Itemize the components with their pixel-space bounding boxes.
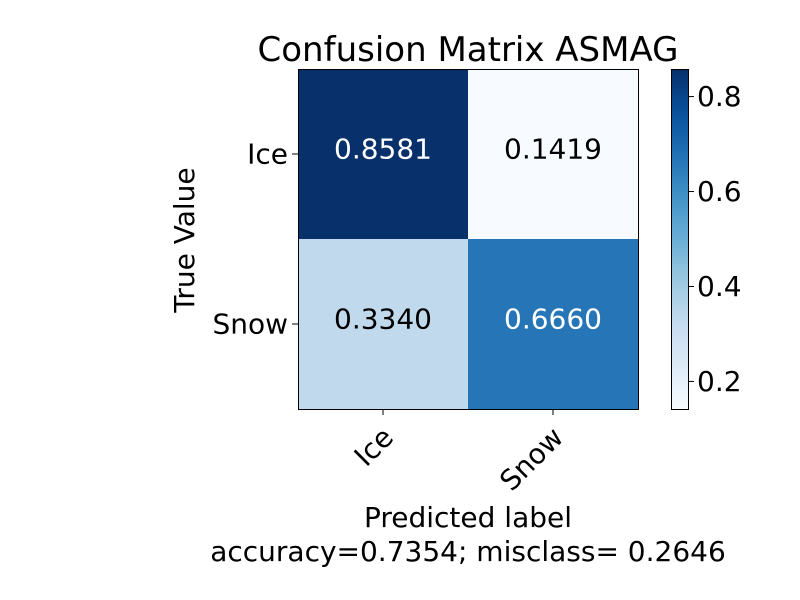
accuracy-footer: accuracy=0.7354; misclass= 0.2646 — [210, 535, 726, 568]
heatmap-cell — [468, 239, 639, 410]
colorbar-ticks: 0.2 0.4 0.6 0.8 — [688, 80, 742, 398]
heatmap-cells — [298, 69, 639, 410]
cell-value-label: 0.6660 — [504, 303, 602, 336]
cell-value-label: 0.8581 — [334, 133, 432, 166]
colorbar-tick-label: 0.8 — [697, 80, 742, 113]
x-tick-label: Snow — [493, 421, 570, 498]
cell-labels: 0.8581 0.1419 0.3340 0.6660 — [334, 133, 602, 336]
x-tick-label: Ice — [348, 421, 400, 473]
x-axis: Ice Snow — [348, 409, 570, 497]
colorbar-tick-label: 0.4 — [697, 270, 742, 303]
x-axis-label: Predicted label — [364, 501, 572, 534]
heatmap-cell — [468, 69, 639, 240]
y-axis-label: True Value — [168, 167, 201, 313]
heatmap-cell — [298, 239, 469, 410]
colorbar-tick-label: 0.2 — [697, 365, 742, 398]
cell-value-label: 0.1419 — [504, 133, 602, 166]
colorbar-tick-label: 0.6 — [697, 175, 742, 208]
cell-value-label: 0.3340 — [334, 303, 432, 336]
chart-title: Confusion Matrix ASMAG — [258, 30, 679, 70]
y-tick-label: Ice — [247, 138, 288, 171]
plot-frame — [298, 69, 639, 410]
y-tick-label: Snow — [212, 308, 288, 341]
colorbar — [671, 69, 689, 410]
heatmap-cell — [298, 69, 469, 240]
y-axis: Ice Snow — [212, 138, 298, 341]
